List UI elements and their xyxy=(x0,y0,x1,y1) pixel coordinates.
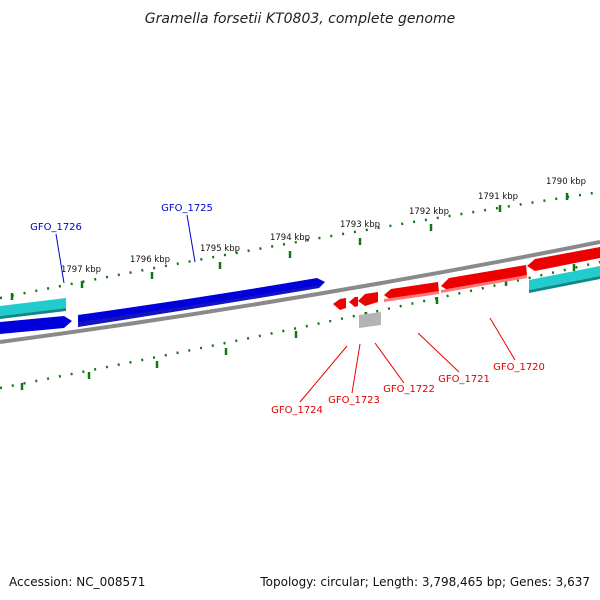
leader-GFO_1721 xyxy=(417,332,460,373)
inner-scale-track xyxy=(0,260,600,390)
gene-GFO_1726[interactable] xyxy=(0,316,72,334)
leader-GFO_1720 xyxy=(489,317,516,361)
tick-label-1795: 1795 kbp xyxy=(200,244,240,254)
leader-GFO_1725 xyxy=(186,214,196,263)
tick-label-1793: 1793 kbp xyxy=(340,220,380,230)
gene-label-GFO_1721[interactable]: GFO_1721 xyxy=(438,374,490,385)
gene-GFO_1723[interactable] xyxy=(349,297,358,307)
gene-label-GFO_1720[interactable]: GFO_1720 xyxy=(493,362,545,373)
gene-label-GFO_1724[interactable]: GFO_1724 xyxy=(271,405,323,416)
accession-text: Accession: NC_008571 xyxy=(9,575,145,589)
gene-pseudo[interactable] xyxy=(359,312,381,328)
gene-label-GFO_1723[interactable]: GFO_1723 xyxy=(328,395,380,406)
label-leaders xyxy=(55,214,516,403)
gene-reverse-edge[interactable] xyxy=(527,247,600,271)
genome-title: Gramella forsetii KT0803, complete genom… xyxy=(145,11,455,27)
genome-backbone xyxy=(0,240,600,344)
gene-GFO_1725-shadow xyxy=(78,285,320,327)
tick-label-1796: 1796 kbp xyxy=(130,255,170,265)
tick-label-1791: 1791 kbp xyxy=(478,192,518,202)
gene-GFO_1724[interactable] xyxy=(333,298,346,310)
tick-label-1790: 1790 kbp xyxy=(546,177,586,187)
leader-GFO_1723 xyxy=(351,343,361,394)
gene-rna-left xyxy=(0,298,66,316)
gene-label-GFO_1726[interactable]: GFO_1726 xyxy=(30,222,82,233)
tick-label-1794: 1794 kbp xyxy=(270,233,310,243)
gene-label-GFO_1725[interactable]: GFO_1725 xyxy=(161,203,213,214)
leader-GFO_1724 xyxy=(299,345,348,403)
tick-label-1792: 1792 kbp xyxy=(409,207,449,217)
tick-label-1797: 1797 kbp xyxy=(61,265,101,275)
outer-scale-track xyxy=(0,190,600,300)
gene-GFO_1722[interactable] xyxy=(358,292,378,306)
gene-label-GFO_1722[interactable]: GFO_1722 xyxy=(383,384,435,395)
leader-GFO_1722 xyxy=(374,342,405,384)
gene-rna-right xyxy=(529,266,600,290)
gene-rna-right-shadow xyxy=(529,276,600,293)
leader-GFO_1726 xyxy=(55,233,65,284)
genome-summary-text: Topology: circular; Length: 3,798,465 bp… xyxy=(259,575,590,589)
gene-GFO_1721[interactable] xyxy=(384,282,439,300)
gene-rna-left-shadow xyxy=(0,308,66,319)
outer-major-ticks xyxy=(10,193,569,300)
gene-GFO_1720[interactable] xyxy=(441,265,527,291)
gene-reverse-shadow xyxy=(384,275,527,302)
